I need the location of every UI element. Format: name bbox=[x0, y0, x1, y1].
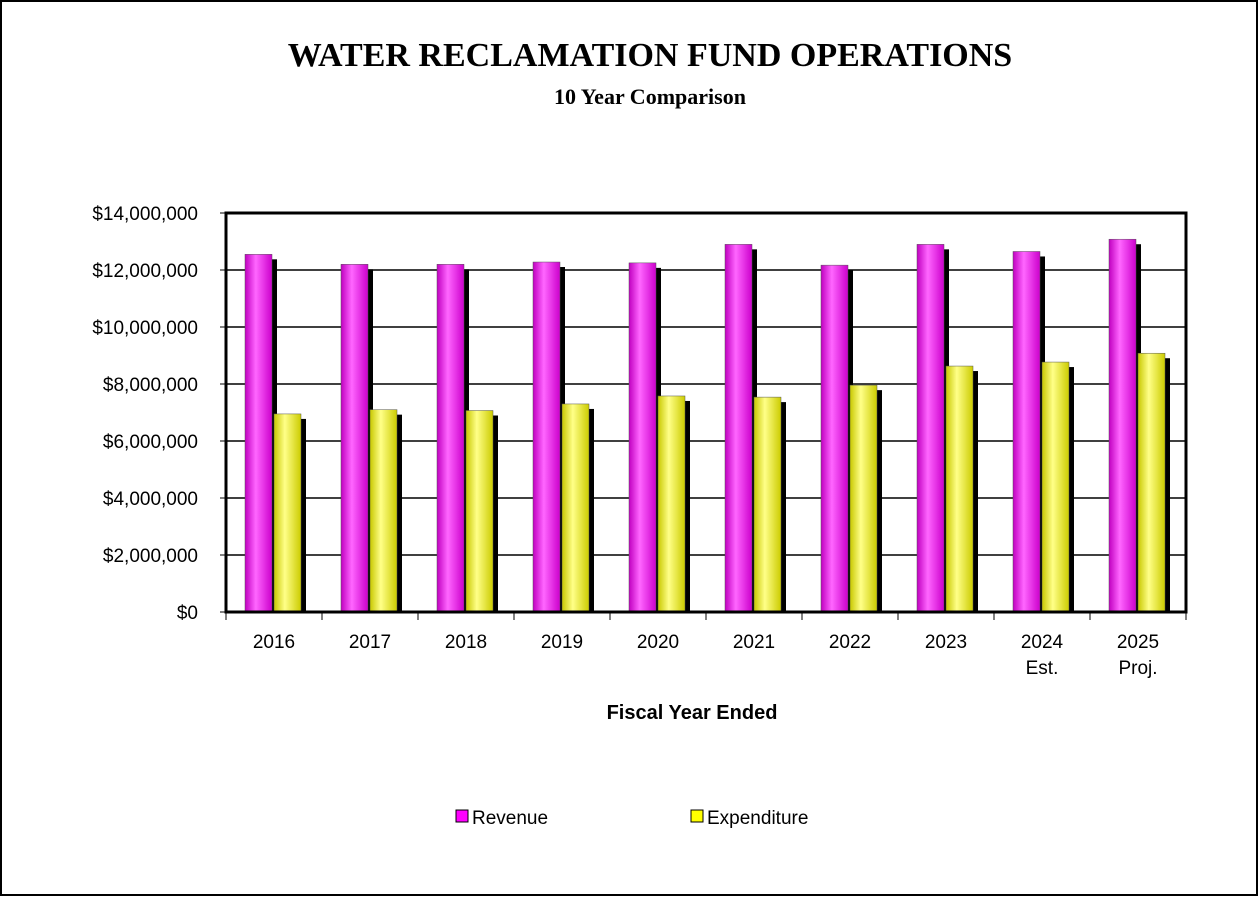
bar bbox=[657, 395, 686, 613]
bar bbox=[1041, 361, 1070, 613]
bar bbox=[1108, 238, 1137, 613]
bar bbox=[561, 403, 590, 613]
bar bbox=[945, 365, 974, 613]
bar bbox=[628, 262, 657, 613]
y-tick-label: $2,000,000 bbox=[103, 546, 198, 567]
bar bbox=[916, 244, 945, 613]
legend-label: Revenue bbox=[472, 808, 548, 829]
y-tick-label: $8,000,000 bbox=[103, 375, 198, 396]
bar bbox=[849, 384, 878, 613]
bar bbox=[1137, 352, 1166, 613]
x-tick-label: 2024 Est. bbox=[1021, 632, 1064, 679]
legend-swatch bbox=[455, 809, 469, 823]
y-tick-label: $4,000,000 bbox=[103, 489, 198, 510]
bar bbox=[369, 409, 398, 613]
bar bbox=[465, 410, 494, 613]
bar bbox=[820, 264, 849, 613]
x-tick-label: 2019 bbox=[541, 632, 583, 653]
x-tick-label: 2020 bbox=[637, 632, 679, 653]
x-axis-label: Fiscal Year Ended bbox=[607, 702, 778, 724]
x-tick-label: 2025 Proj. bbox=[1117, 632, 1159, 679]
bar bbox=[273, 413, 302, 613]
bar bbox=[244, 254, 273, 613]
x-tick-label: 2017 bbox=[349, 632, 391, 653]
chart-subtitle: 10 Year Comparison bbox=[554, 84, 746, 109]
chart-title: WATER RECLAMATION FUND OPERATIONS bbox=[288, 37, 1012, 74]
bar bbox=[1012, 251, 1041, 613]
legend-swatch bbox=[690, 809, 704, 823]
bar bbox=[436, 264, 465, 613]
x-tick-label: 2022 bbox=[829, 632, 871, 653]
x-tick-label: 2023 bbox=[925, 632, 967, 653]
bar bbox=[532, 261, 561, 613]
x-tick-label: 2018 bbox=[445, 632, 487, 653]
x-tick-label: 2016 bbox=[253, 632, 295, 653]
bar bbox=[340, 264, 369, 613]
legend-label: Expenditure bbox=[707, 808, 808, 829]
y-tick-label: $10,000,000 bbox=[92, 318, 198, 339]
y-tick-label: $6,000,000 bbox=[103, 432, 198, 453]
y-tick-label: $12,000,000 bbox=[92, 261, 198, 282]
y-tick-label: $14,000,000 bbox=[92, 204, 198, 225]
plot-border bbox=[224, 211, 1188, 614]
bar bbox=[724, 244, 753, 613]
x-tick-label: 2021 bbox=[733, 632, 775, 653]
y-tick-label: $0 bbox=[177, 603, 198, 624]
bar bbox=[753, 396, 782, 613]
